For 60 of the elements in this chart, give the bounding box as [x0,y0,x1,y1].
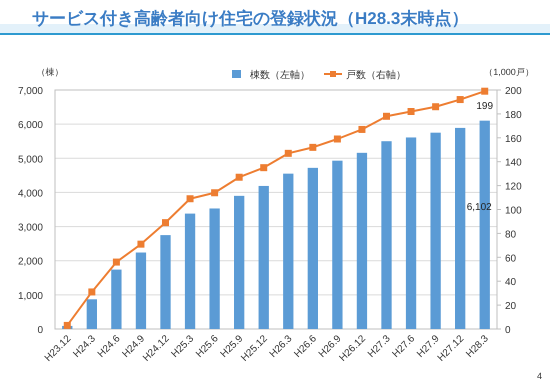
point [481,88,488,95]
y2-tick-label: 60 [505,253,517,264]
point [456,96,464,104]
bar [332,160,343,329]
y2-tick-label: 140 [505,158,522,169]
y2-axis-title: （1,000戸） [484,67,534,77]
chart-title: サービス付き高齢者向け住宅の登録状況（H28.3末時点） [32,9,468,28]
bar [234,196,244,329]
y-axis-title: （棟） [36,67,64,77]
bar [160,235,171,329]
point [64,322,71,329]
legend-label: 棟数（左軸） [250,69,310,81]
point [432,103,440,110]
bar [111,270,122,329]
y2-tick-label: 120 [505,182,522,193]
y-tick-label: 7,000 [18,86,44,97]
point [162,219,169,226]
point [408,108,415,116]
y-tick-label: 2,000 [18,256,44,268]
legend-label: 戸数（右軸） [346,69,406,81]
point [284,150,292,157]
point [137,240,144,248]
y2-tick-label: 180 [505,110,522,121]
bar [381,141,392,329]
bar [136,252,146,329]
point [88,288,96,296]
y-tick-label: 4,000 [18,188,44,200]
data-label: 199 [476,101,494,112]
point [211,189,218,196]
y-tick-label: 0 [37,325,44,336]
bar [209,208,220,329]
point [383,112,390,120]
bar [430,132,441,329]
point [260,164,268,172]
point [112,258,120,266]
y2-tick-label: 200 [505,86,522,97]
y-tick-label: 3,000 [18,222,44,234]
bar [308,168,318,329]
y2-tick-label: 40 [505,277,517,288]
y2-tick-label: 20 [505,301,517,312]
y-tick-label: 1,000 [18,290,44,302]
point [309,144,316,151]
text: 4 [536,371,542,381]
y-tick-label: 6,000 [18,120,44,132]
point [334,135,341,142]
bar [283,174,294,329]
bar [86,299,97,329]
y2-tick-label: 100 [505,206,522,216]
y2-tick-label: 80 [505,229,517,240]
bar [184,214,196,329]
point [186,195,194,202]
bar [455,128,466,329]
bar [258,186,269,329]
bar [406,137,416,329]
y2-tick-label: 0 [505,325,511,336]
point [358,126,366,133]
point [236,174,243,181]
y2-tick-label: 160 [505,134,522,145]
y-tick-label: 5,000 [18,154,44,166]
bar [356,152,368,329]
